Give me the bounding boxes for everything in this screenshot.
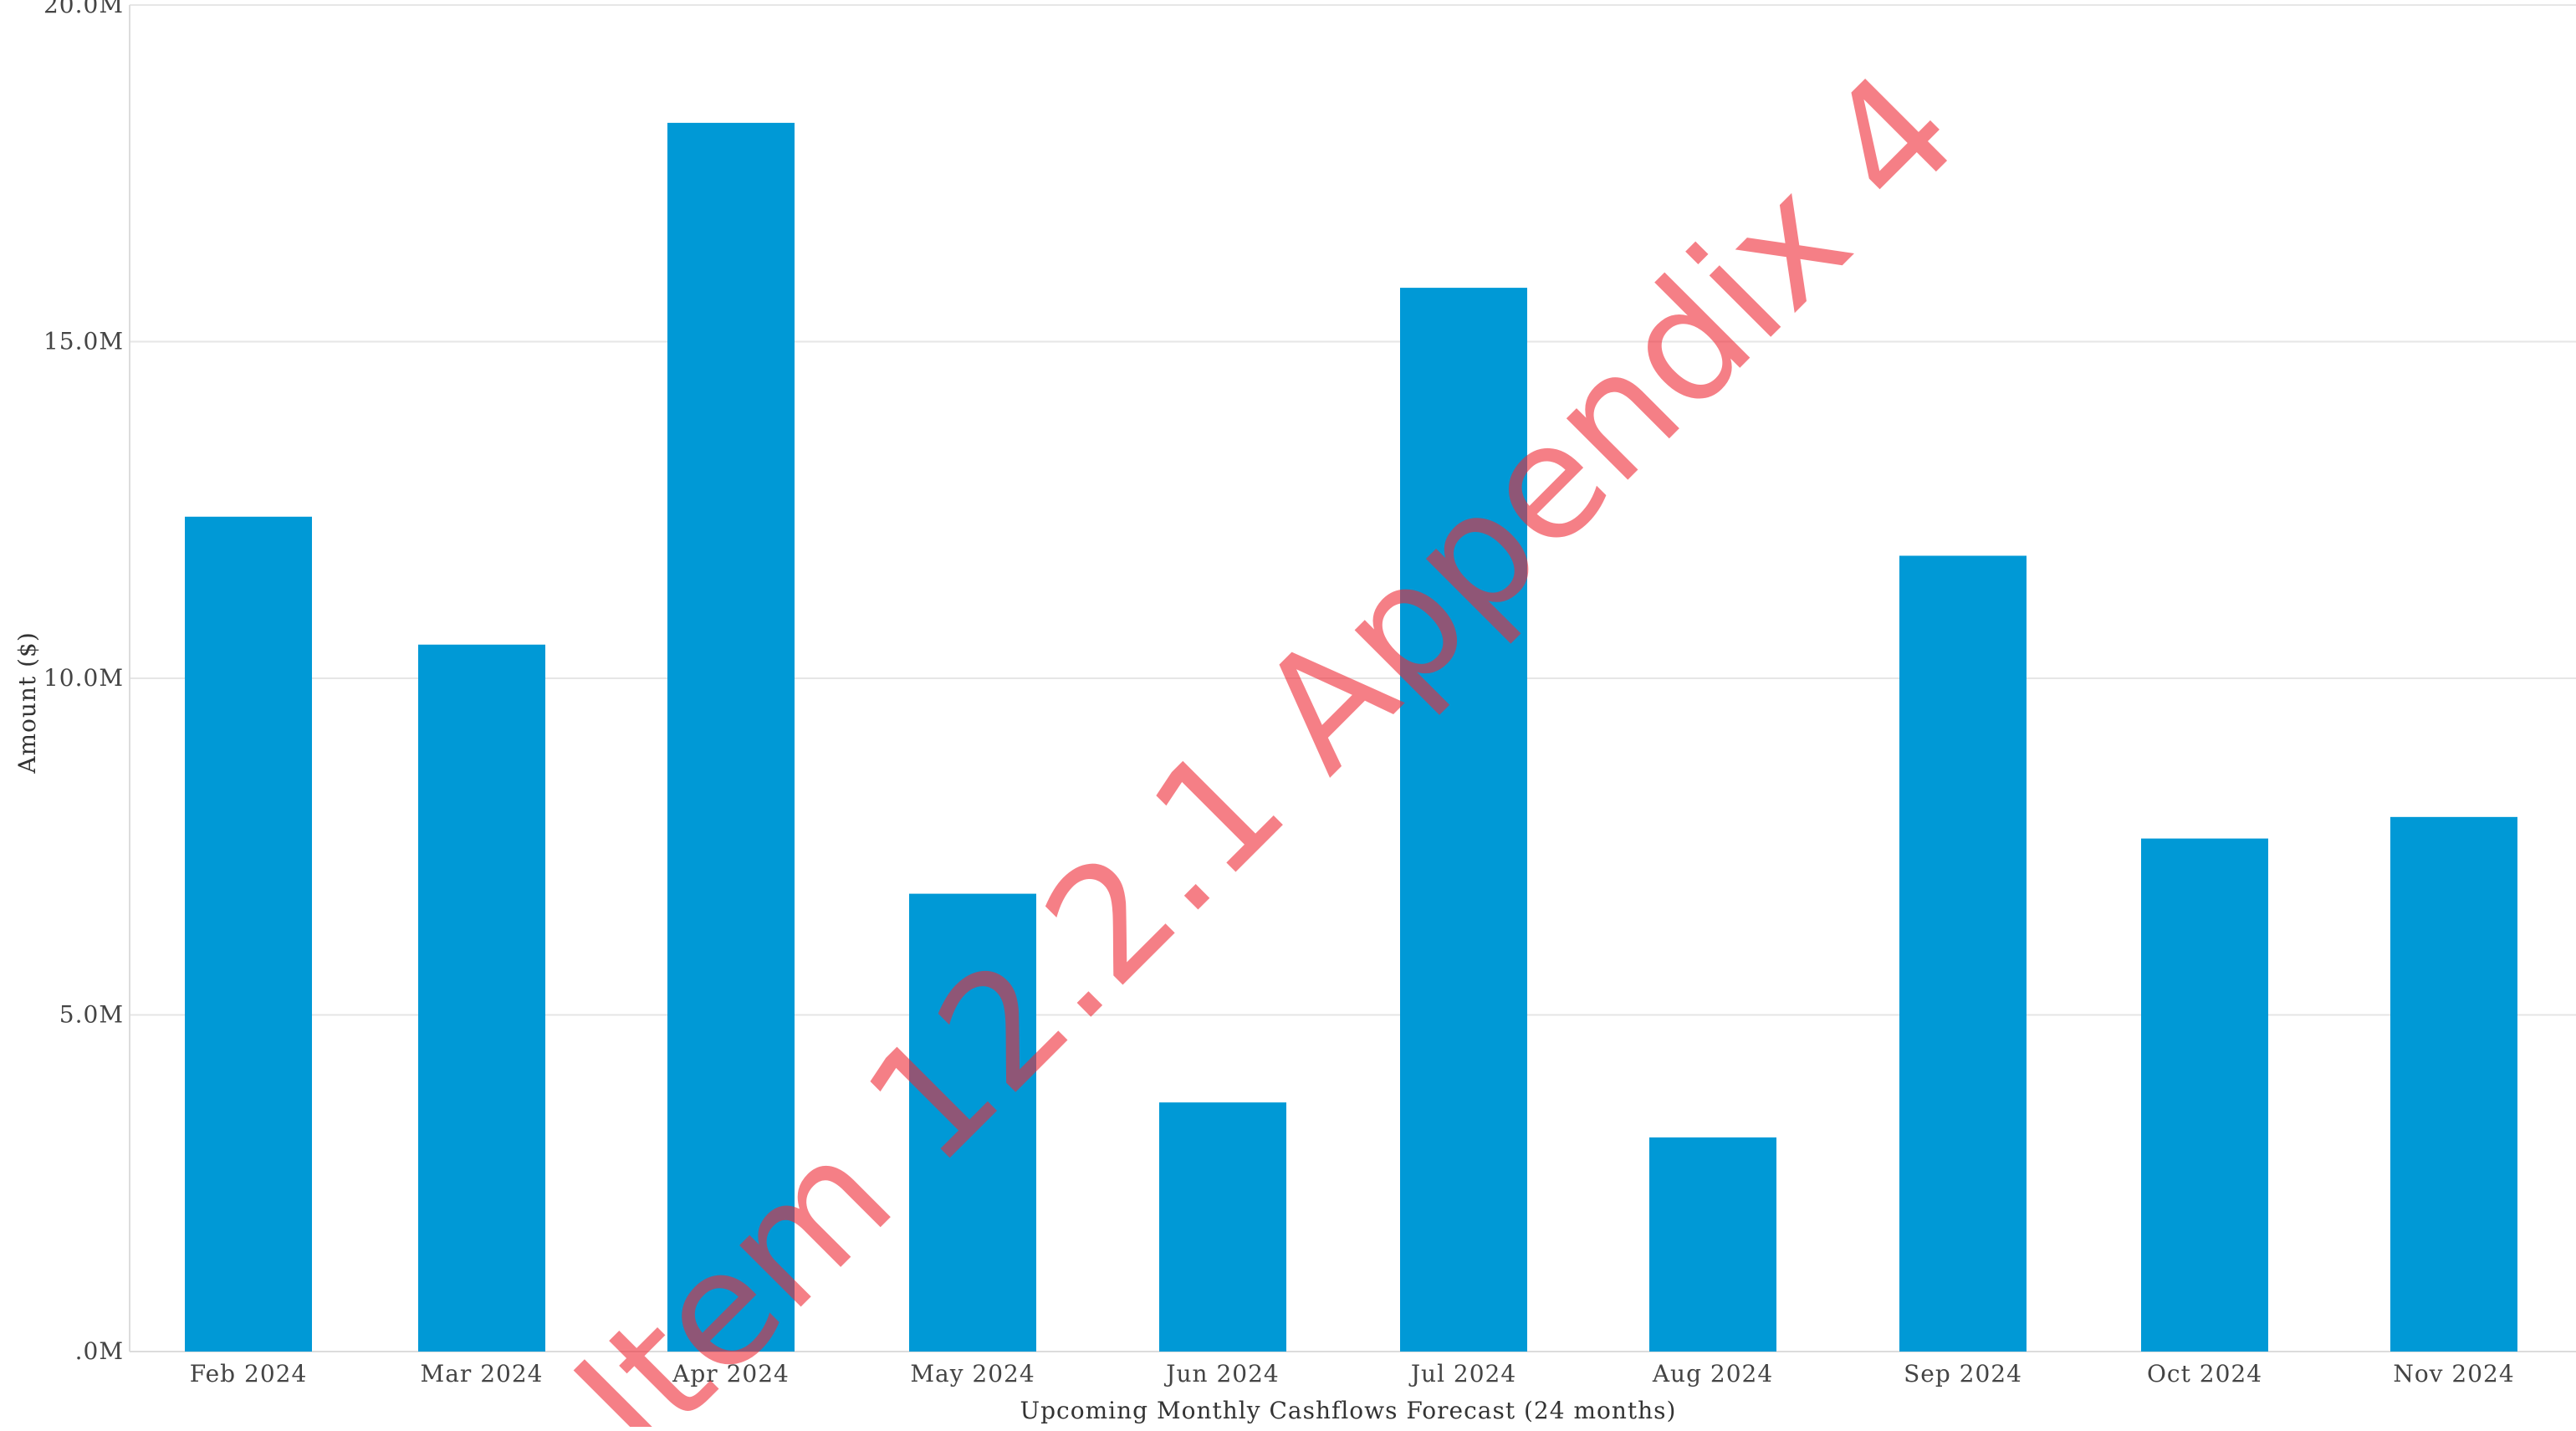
y-axis-ticks: .0M 5.0M 10.0M 15.0M 20.0M — [43, 0, 124, 1365]
bar — [1899, 555, 2027, 1352]
x-axis-ticks: Feb 2024 Mar 2024 Apr 2024 May 2024 Jun 2024… — [190, 1360, 2514, 1388]
y-tick-label: 10.0M — [43, 664, 124, 692]
bar — [2141, 838, 2268, 1352]
x-tick-label: Jul 2024 — [1408, 1360, 1516, 1388]
bar — [1400, 288, 1527, 1352]
x-tick-label: Apr 2024 — [672, 1360, 790, 1388]
x-tick-label: Aug 2024 — [1652, 1360, 1773, 1388]
bar — [667, 122, 795, 1352]
x-tick-label: May 2024 — [910, 1360, 1035, 1388]
y-tick-label: 15.0M — [43, 328, 124, 355]
bar — [185, 516, 312, 1352]
bar — [1649, 1137, 1776, 1352]
x-tick-label: Mar 2024 — [421, 1360, 544, 1388]
x-tick-label: Jun 2024 — [1163, 1360, 1279, 1388]
y-tick-label: 5.0M — [59, 1001, 124, 1029]
y-tick-label: .0M — [75, 1337, 124, 1365]
bars — [185, 122, 2517, 1352]
y-axis-label: Amount ($) — [13, 631, 41, 774]
x-tick-label: Feb 2024 — [190, 1360, 308, 1388]
bar — [2390, 816, 2517, 1352]
bar — [1159, 1102, 1286, 1352]
bar — [909, 893, 1036, 1352]
x-tick-label: Sep 2024 — [1904, 1360, 2022, 1388]
x-tick-label: Oct 2024 — [2147, 1360, 2262, 1388]
x-axis-label: Upcoming Monthly Cashflows Forecast (24 … — [1020, 1397, 1677, 1424]
y-tick-label: 20.0M — [43, 0, 124, 18]
bar — [418, 644, 545, 1352]
x-tick-label: Nov 2024 — [2393, 1360, 2514, 1388]
